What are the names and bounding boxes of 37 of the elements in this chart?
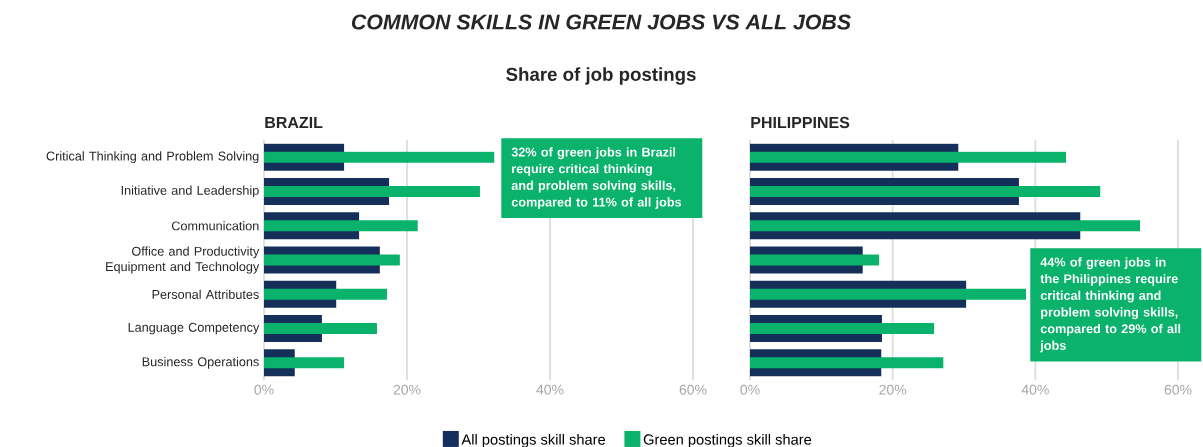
bar xyxy=(750,323,935,335)
y-tick-label: Language Competency xyxy=(128,322,260,335)
bar xyxy=(750,151,1066,163)
x-tick-label: 60% xyxy=(679,384,707,395)
bar xyxy=(264,185,480,197)
legend-label: Green postings skill share xyxy=(643,433,812,447)
x-tick-label: 40% xyxy=(536,384,564,395)
x-tick-label: 20% xyxy=(879,384,907,395)
bar xyxy=(264,357,345,369)
legend-label: All postings skill share xyxy=(461,433,606,447)
x-tick-label: 40% xyxy=(1021,384,1049,395)
x-tick-label: 20% xyxy=(393,384,421,395)
bar xyxy=(750,357,944,369)
bar xyxy=(264,151,495,163)
y-tick-label: Communication xyxy=(171,221,259,231)
y-tick-label: Office and Productivity Equipment and Technology xyxy=(106,246,260,274)
chart-title: PHILIPPINES xyxy=(751,116,850,129)
y-tick-label: Initiative and Leadership xyxy=(121,185,259,198)
x-tick-label: 0% xyxy=(740,384,760,395)
x-tick-label: 60% xyxy=(1164,384,1192,395)
bar xyxy=(264,220,418,232)
bar xyxy=(750,185,1101,197)
chart-title: BRAZIL xyxy=(265,117,323,128)
bar xyxy=(264,288,387,300)
bar xyxy=(264,254,400,266)
y-tick-label: Personal Attributes xyxy=(152,289,259,299)
bar xyxy=(750,254,880,266)
y-tick-label: Critical Thinking and Problem Solving xyxy=(46,151,259,164)
y-tick-label: Business Operations xyxy=(142,356,259,369)
bar xyxy=(750,220,1141,232)
annotation: 44% of green jobs in the Philippines require critical thinking and problem solving skills, compared to 29% of all jobs xyxy=(1040,257,1181,353)
bar xyxy=(750,288,1027,300)
annotation: 32% of green jobs in Brazil require critical thinking and problem solving skills, compared to 11% of all jobs xyxy=(511,147,682,210)
x-tick-label: 0% xyxy=(254,384,274,395)
text: COMMON SKILLS IN GREEN JOBS VS ALL JOBS xyxy=(351,14,851,30)
bar xyxy=(264,323,377,335)
text: Share of job postings xyxy=(506,67,696,85)
